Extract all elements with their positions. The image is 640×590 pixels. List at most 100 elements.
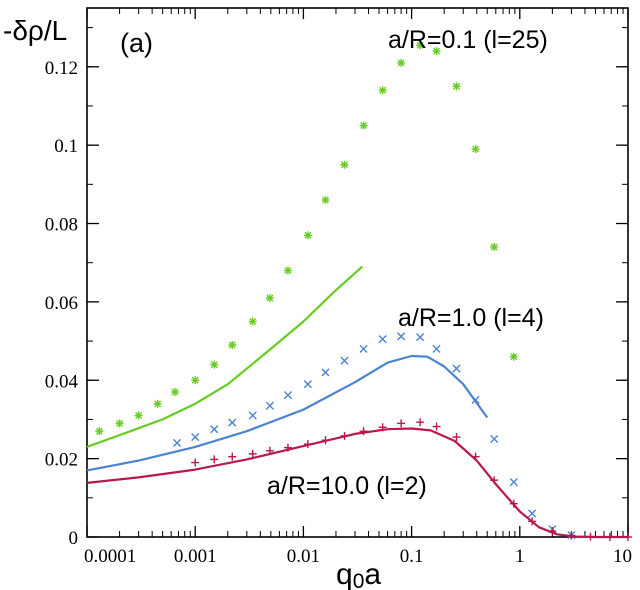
plot-axes [86, 7, 629, 538]
marker-stroke [171, 388, 179, 396]
series-2-point [303, 380, 312, 389]
series-2-point [321, 368, 330, 377]
marker-stroke [265, 401, 274, 410]
series-0-point [509, 352, 518, 361]
series-2-point [452, 364, 461, 373]
series-0-point [115, 419, 124, 428]
series-2-point [359, 344, 368, 354]
series-2-point [432, 344, 441, 354]
x-tick-label: 0.0001 [84, 546, 136, 567]
series-0-point [248, 317, 257, 326]
marker-stroke [210, 361, 218, 369]
series-2-point [191, 432, 200, 442]
marker-stroke [340, 356, 349, 365]
y-tick-label: 0.04 [45, 371, 79, 392]
series-0-point [432, 47, 441, 56]
marker-stroke [283, 391, 293, 400]
series-0-point [416, 41, 425, 50]
marker-stroke [472, 145, 480, 153]
series-2-point [210, 425, 219, 434]
series-2-point [248, 411, 257, 420]
marker-stroke [304, 231, 312, 239]
series-2-point [509, 478, 518, 487]
series-2-point [416, 333, 425, 342]
series-1-curve [86, 265, 364, 448]
series-2-point [378, 335, 387, 344]
series-2-point [528, 509, 537, 518]
y-tick-label: 0 [69, 528, 79, 549]
series-0-point [378, 86, 387, 95]
marker-stroke [266, 294, 274, 302]
marker-stroke [191, 376, 199, 384]
series-4-point [397, 419, 406, 428]
y-tick-label: 0.08 [45, 215, 78, 236]
series-0-point [359, 121, 368, 130]
marker-stroke [116, 419, 124, 427]
series-0-point [321, 196, 330, 205]
x-axis-label-main: q [336, 558, 353, 590]
series-0-point [134, 411, 143, 420]
marker-stroke [378, 335, 387, 344]
y-axis-label: -δρ/L [3, 15, 67, 46]
series-0-point [340, 160, 349, 169]
marker-stroke [321, 368, 330, 377]
series-0-point [228, 340, 237, 349]
plot-series [86, 41, 632, 541]
marker-stroke [341, 161, 349, 169]
series-4-point [452, 433, 461, 442]
series-annotation: a/R=0.1 (l=25) [388, 26, 548, 54]
series-0-point [283, 266, 292, 275]
series-0-point [153, 399, 162, 408]
plot-labels: 0.0001 0.001 0.01 0.1 1 10 0 0.02 0.04 0.06 0.08 0.… [3, 15, 632, 590]
series-4-point [248, 449, 257, 458]
series-2-point [490, 434, 499, 444]
marker-stroke [416, 41, 424, 49]
x-axis-label-subscript: 0 [353, 570, 365, 590]
x-axis-label-tail: a [364, 558, 381, 590]
marker-stroke [284, 267, 292, 275]
x-tick-label: 1 [515, 546, 525, 567]
marker-stroke [432, 344, 441, 354]
marker-stroke [95, 427, 103, 435]
series-0-point [452, 82, 461, 91]
marker-stroke [416, 333, 425, 342]
marker-stroke [433, 47, 441, 55]
marker-stroke [360, 122, 368, 130]
x-tick-label: 0.001 [174, 546, 217, 567]
marker-stroke [210, 425, 219, 434]
series-2-point [172, 438, 182, 448]
panel-label: (a) [120, 28, 153, 58]
marker-stroke [321, 196, 329, 204]
series-2-point [228, 418, 237, 427]
marker-stroke [154, 400, 162, 408]
series-2-point [283, 391, 293, 400]
series-0-point [95, 427, 104, 436]
marker-stroke [490, 243, 498, 251]
series-4-point [416, 418, 425, 427]
marker-stroke [172, 438, 182, 448]
x-tick-label: 10 [613, 546, 632, 567]
marker-stroke [453, 82, 460, 90]
series-3-curve [86, 354, 489, 472]
y-tick-label: 0.02 [45, 450, 78, 471]
series-annotation: a/R=1.0 (l=4) [398, 304, 544, 332]
marker-stroke [528, 509, 537, 518]
marker-stroke [397, 332, 406, 341]
series-4-point [228, 452, 237, 461]
marker-stroke [303, 380, 312, 389]
marker-stroke [249, 317, 257, 325]
series-5-curve [86, 427, 628, 539]
marker-stroke [248, 411, 257, 420]
series-2-point [265, 401, 274, 410]
series-0-point [303, 231, 312, 240]
marker-stroke [135, 412, 143, 420]
x-tick-label: 0.01 [287, 546, 320, 567]
series-0-point [210, 360, 219, 369]
series-0-point [191, 376, 200, 385]
marker-stroke [452, 364, 461, 373]
marker-stroke [379, 86, 387, 94]
marker-stroke [228, 341, 236, 349]
y-tick-label: 0.1 [54, 136, 78, 157]
marker-stroke [228, 418, 237, 427]
